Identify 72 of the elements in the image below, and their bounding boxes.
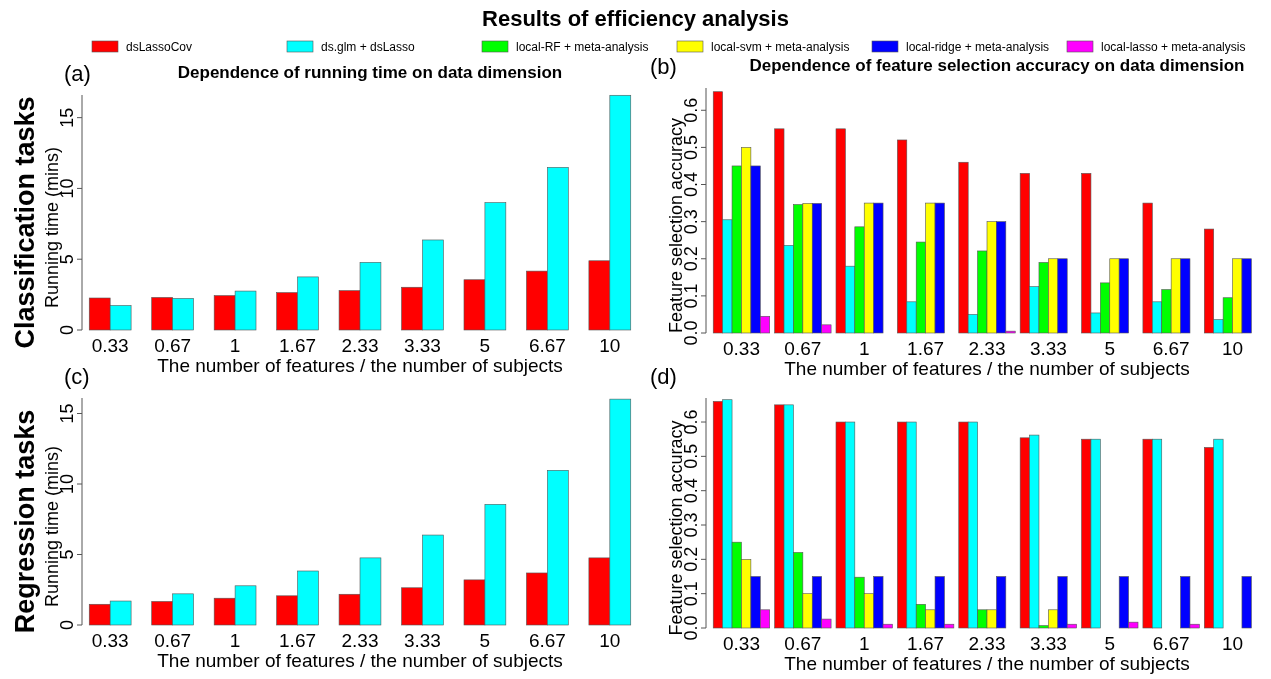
legend-label: local-lasso + meta-analysis	[1101, 40, 1246, 54]
x-tick-label: 0.33	[91, 630, 129, 651]
y-tick-label: 0	[57, 324, 77, 336]
x-tick-label: 2.33	[341, 630, 379, 651]
y-tick-label: 15	[57, 107, 77, 128]
legend-label: local-RF + meta-analysis	[516, 40, 649, 54]
x-tick-label: 6.67	[1152, 633, 1190, 654]
y-tick-label: 0.2	[681, 546, 701, 572]
text: (b)	[650, 54, 677, 79]
y-tick-label: 0	[57, 619, 77, 631]
legend-label: dsLassoCov	[126, 40, 193, 54]
chart-title: Results of efficiency analysis	[482, 6, 789, 31]
x-tick-label: 10	[599, 630, 621, 651]
x-tick-label: 2.33	[968, 633, 1006, 654]
x-tick-label: 1	[229, 335, 241, 356]
bar	[1241, 576, 1252, 629]
x-tick-label: 3.33	[403, 630, 441, 651]
x-tick-label: 10	[1221, 633, 1244, 654]
x-tick-label: 0.33	[91, 335, 129, 356]
x-tick-label: 3.33	[403, 335, 441, 356]
x-tick-label: 0.67	[784, 633, 822, 654]
x-tick-label: 5	[479, 630, 491, 651]
legend-label: ds.glm + dsLasso	[321, 40, 416, 54]
y-tick-label: 0.1	[681, 283, 701, 309]
x-tick-label: 0.33	[722, 633, 760, 654]
y-tick-label: 0.4	[681, 478, 701, 504]
x-axis-title: The number of features / the number of subjects	[157, 355, 563, 376]
x-tick-label: 5	[479, 335, 491, 356]
x-tick-label: 0.67	[154, 335, 192, 356]
text: Regression tasks	[10, 409, 40, 634]
text: (c)	[64, 364, 90, 389]
y-tick-label: 0.0	[681, 615, 701, 641]
x-tick-label: 1	[229, 630, 241, 651]
x-tick-label: 10	[1221, 338, 1244, 359]
text: (a)	[64, 61, 91, 86]
x-axis-title: The number of features / the number of subjects	[157, 650, 563, 671]
x-tick-label: 1.67	[907, 633, 945, 654]
y-tick-label: 15	[57, 403, 77, 424]
text: (d)	[650, 364, 677, 389]
chart-subtitle: Dependence of feature selection accuracy on data dimension	[749, 56, 1245, 75]
x-tick-label: 6.67	[528, 630, 566, 651]
y-tick-label: 0.0	[681, 320, 701, 346]
y-tick-label: 0.5	[681, 443, 701, 469]
legend-label: local-ridge + meta-analysis	[906, 40, 1050, 54]
text: Classification tasks	[10, 96, 40, 349]
x-tick-label: 1.67	[907, 338, 945, 359]
x-tick-label: 5	[1104, 338, 1116, 359]
y-tick-label: 0.4	[681, 172, 701, 198]
y-tick-label: 0.5	[681, 134, 701, 160]
y-tick-label: 0.3	[681, 512, 701, 538]
x-axis-title: The number of features / the number of subjects	[784, 358, 1190, 379]
y-tick-label: 0.2	[681, 246, 701, 272]
x-tick-label: 0.67	[154, 630, 192, 651]
x-tick-label: 2.33	[968, 338, 1006, 359]
x-tick-label: 3.33	[1029, 633, 1067, 654]
y-tick-label: 0.1	[681, 581, 701, 607]
x-tick-label: 1.67	[279, 630, 317, 651]
x-tick-label: 5	[1104, 633, 1116, 654]
x-tick-label: 6.67	[1152, 338, 1190, 359]
x-tick-label: 1	[858, 338, 870, 359]
y-tick-label: 0.3	[681, 209, 701, 235]
x-tick-label: 6.67	[528, 335, 566, 356]
x-tick-label: 10	[599, 335, 621, 356]
x-tick-label: 0.33	[722, 338, 760, 359]
x-tick-label: 1	[858, 633, 870, 654]
x-tick-label: 2.33	[341, 335, 379, 356]
x-tick-label: 1.67	[279, 335, 317, 356]
x-tick-label: 0.67	[784, 338, 822, 359]
legend-label: local-svm + meta-analysis	[711, 40, 850, 54]
x-tick-label: 3.33	[1029, 338, 1067, 359]
x-axis-title: The number of features / the number of subjects	[784, 653, 1190, 674]
chart-subtitle: Dependence of running time on data dimension	[177, 63, 563, 82]
